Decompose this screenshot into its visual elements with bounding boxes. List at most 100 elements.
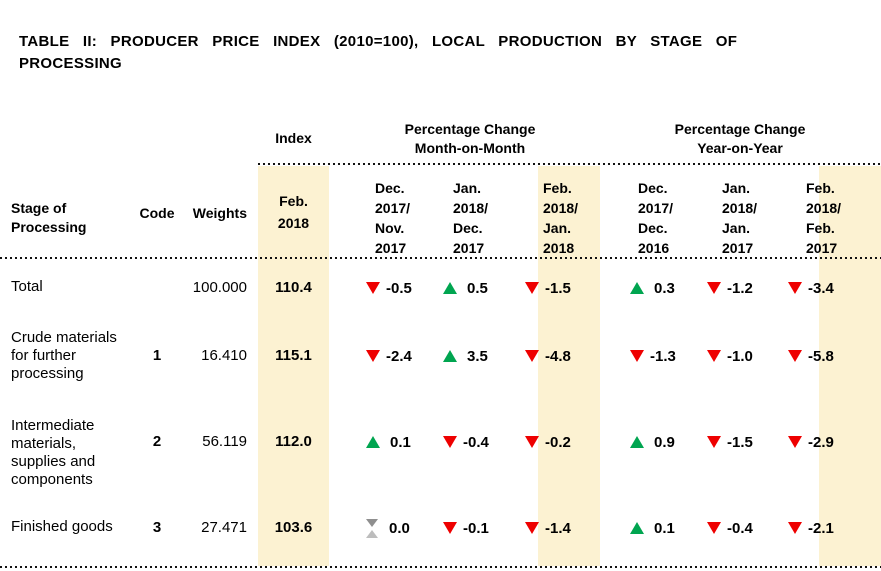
change-value: -0.5 <box>386 279 412 297</box>
mom-change-cell: -0.5 <box>366 278 412 298</box>
yoy-period-header-3: Feb. 2018/ Feb. 2017 <box>806 180 842 256</box>
trend-down-icon <box>366 282 380 294</box>
yoy-change-cell: -2.9 <box>788 432 834 452</box>
title-line-1: TABLE II: PRODUCER PRICE INDEX (2010=100… <box>19 33 738 50</box>
change-value: 0.5 <box>467 279 488 297</box>
yoy-change-cell: -2.1 <box>788 518 834 538</box>
mom-change-cell: 0.5 <box>443 278 488 298</box>
trend-down-icon <box>525 350 539 362</box>
index-cell: 115.1 <box>275 347 312 364</box>
highlight-yoy-latest-column <box>819 166 881 566</box>
trend-down-icon <box>525 282 539 294</box>
page-title: TABLE II: PRODUCER PRICE INDEX (2010=100… <box>19 31 819 75</box>
code-cell: 1 <box>152 347 162 364</box>
change-value: -0.2 <box>545 433 571 451</box>
yoy-change-cell: -5.8 <box>788 346 834 366</box>
trend-down-icon <box>443 522 457 534</box>
stage-of-processing-header: Stage of Processing <box>11 200 87 235</box>
mom-change-cell: -1.5 <box>525 278 571 298</box>
row-label: Total <box>11 278 43 295</box>
mom-change-cell: -0.2 <box>525 432 571 452</box>
trend-down-icon <box>707 436 721 448</box>
change-value: 0.1 <box>654 519 675 537</box>
trend-up-icon <box>630 522 644 534</box>
change-value: -3.4 <box>808 279 834 297</box>
change-value: -1.4 <box>545 519 571 537</box>
change-value: -0.4 <box>463 433 489 451</box>
mom-change-cell: -4.8 <box>525 346 571 366</box>
code-header: Code <box>139 205 175 221</box>
change-value: 0.9 <box>654 433 675 451</box>
trend-down-icon <box>707 522 721 534</box>
yoy-change-cell: -1.0 <box>707 346 753 366</box>
trend-up-icon <box>443 282 457 294</box>
trend-up-icon <box>443 350 457 362</box>
trend-up-icon <box>630 436 644 448</box>
trend-down-icon <box>525 436 539 448</box>
trend-down-icon <box>707 282 721 294</box>
yoy-change-cell: 0.3 <box>630 278 675 298</box>
change-value: -0.4 <box>727 519 753 537</box>
change-value: -1.3 <box>650 347 676 365</box>
row-label: Crude materials for further processing <box>11 329 117 382</box>
yoy-period-header-2: Jan. 2018/ Jan. 2017 <box>722 180 758 256</box>
change-value: -1.5 <box>545 279 571 297</box>
code-cell <box>136 278 178 298</box>
index-cell: 112.0 <box>275 433 312 450</box>
index-group-header: Index <box>275 130 312 146</box>
trend-down-icon <box>707 350 721 362</box>
mom-group-header: Percentage Change Month-on-Month <box>404 121 536 156</box>
title-line-2: PROCESSING <box>19 55 123 72</box>
mom-change-cell: -2.4 <box>366 346 412 366</box>
mom-change-cell: -0.4 <box>443 432 489 452</box>
highlight-index-column <box>258 166 329 566</box>
header-bottom-divider <box>0 257 881 259</box>
change-value: -2.9 <box>808 433 834 451</box>
change-value: -2.1 <box>808 519 834 537</box>
change-value: 0.3 <box>654 279 675 297</box>
trend-down-icon <box>366 350 380 362</box>
trend-down-icon <box>788 350 802 362</box>
trend-down-icon <box>443 436 457 448</box>
mom-period-header-1: Dec. 2017/ Nov. 2017 <box>375 180 411 256</box>
yoy-change-cell: -1.5 <box>707 432 753 452</box>
trend-down-icon <box>525 522 539 534</box>
index-cell: 103.6 <box>274 519 313 536</box>
yoy-change-cell: -0.4 <box>707 518 753 538</box>
row-label: Finished goods <box>11 518 113 535</box>
change-value: 0.0 <box>389 519 410 537</box>
yoy-group-header: Percentage Change Year-on-Year <box>674 121 806 156</box>
change-value: 0.1 <box>390 433 411 451</box>
change-value: -4.8 <box>545 347 571 365</box>
yoy-change-cell: -1.3 <box>630 346 676 366</box>
yoy-change-cell: -3.4 <box>788 278 834 298</box>
change-value: -1.5 <box>727 433 753 451</box>
weight-cell: 56.119 <box>202 433 247 450</box>
header-top-divider <box>258 163 881 165</box>
highlight-mom-latest-column <box>538 166 600 566</box>
weights-header: Weights <box>192 205 247 221</box>
weight-cell: 100.000 <box>192 279 247 296</box>
yoy-change-cell: 0.1 <box>630 518 675 538</box>
mom-change-cell: 0.1 <box>366 432 411 452</box>
mom-change-cell: 0.0 <box>366 518 410 538</box>
change-value: 3.5 <box>467 347 488 365</box>
trend-flat-icon <box>366 518 379 538</box>
change-value: -2.4 <box>386 347 412 365</box>
trend-down-icon <box>630 350 644 362</box>
code-cell: 3 <box>152 519 162 536</box>
trend-down-icon <box>788 282 802 294</box>
trend-up-icon <box>630 282 644 294</box>
yoy-change-cell: 0.9 <box>630 432 675 452</box>
change-value: -5.8 <box>808 347 834 365</box>
index-period-header: Feb. 2018 <box>277 193 310 231</box>
mom-period-header-2: Jan. 2018/ Dec. 2017 <box>453 180 489 256</box>
mom-period-header-3: Feb. 2018/ Jan. 2018 <box>543 180 579 256</box>
weight-cell: 16.410 <box>201 347 247 364</box>
trend-up-icon <box>366 436 380 448</box>
change-value: -0.1 <box>463 519 489 537</box>
yoy-change-cell: -1.2 <box>707 278 753 298</box>
yoy-period-header-1: Dec. 2017/ Dec. 2016 <box>638 180 674 256</box>
mom-change-cell: -1.4 <box>525 518 571 538</box>
